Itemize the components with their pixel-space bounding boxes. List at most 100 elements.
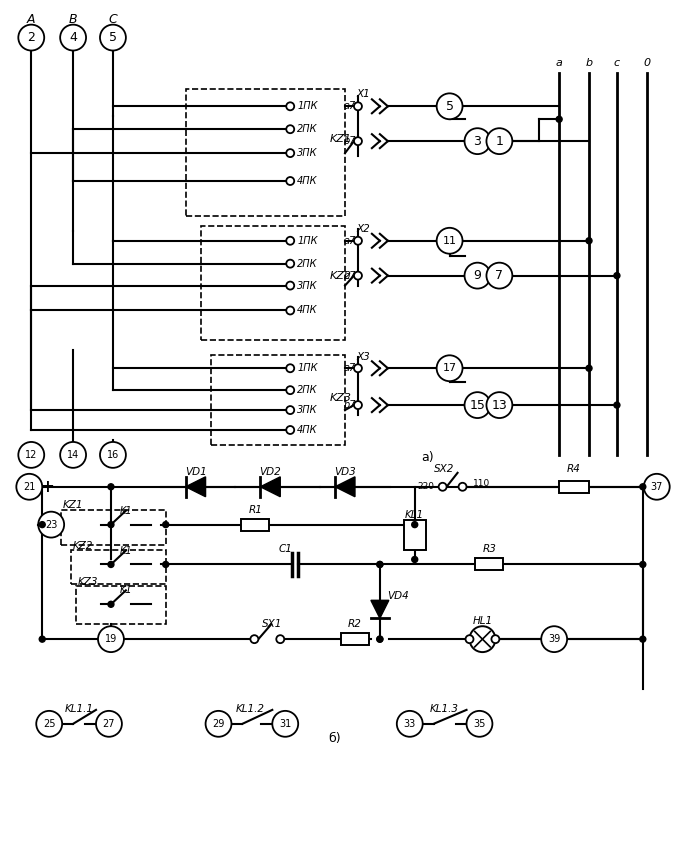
- Circle shape: [36, 711, 62, 737]
- Text: 33: 33: [404, 719, 416, 728]
- Text: X3: X3: [356, 352, 370, 362]
- Text: KL1.2: KL1.2: [236, 704, 265, 714]
- Circle shape: [18, 25, 44, 51]
- Circle shape: [18, 442, 44, 468]
- Text: 13: 13: [491, 399, 507, 411]
- Circle shape: [40, 637, 45, 643]
- Text: 4: 4: [69, 31, 77, 44]
- Text: a7: a7: [344, 235, 356, 246]
- Text: KZ3: KZ3: [330, 393, 352, 403]
- Text: 3ПК: 3ПК: [297, 281, 318, 290]
- Circle shape: [286, 237, 294, 245]
- Bar: [186, 89, 345, 216]
- Circle shape: [354, 364, 362, 372]
- Text: VD2: VD2: [260, 466, 281, 477]
- Text: 5: 5: [446, 100, 454, 113]
- Polygon shape: [371, 600, 389, 618]
- Text: 7: 7: [496, 269, 503, 282]
- Text: 15: 15: [470, 399, 485, 411]
- Text: 4ПК: 4ПК: [297, 176, 318, 186]
- Text: 3: 3: [473, 135, 482, 148]
- Circle shape: [412, 557, 418, 563]
- Circle shape: [556, 116, 562, 122]
- Circle shape: [98, 626, 124, 652]
- Circle shape: [354, 401, 362, 409]
- Bar: [210, 356, 345, 445]
- Text: 29: 29: [212, 719, 225, 728]
- Text: 25: 25: [43, 719, 56, 728]
- Text: б): б): [329, 732, 341, 746]
- Circle shape: [38, 512, 64, 538]
- Text: 9: 9: [473, 269, 482, 282]
- Text: B: B: [69, 13, 78, 26]
- Circle shape: [437, 94, 462, 119]
- Text: b7: b7: [344, 271, 356, 281]
- Circle shape: [486, 263, 512, 289]
- Text: KZ1: KZ1: [330, 134, 352, 144]
- Circle shape: [377, 637, 383, 643]
- Text: 17: 17: [443, 363, 457, 374]
- Text: C: C: [108, 13, 117, 26]
- Polygon shape: [335, 477, 355, 497]
- Circle shape: [354, 271, 362, 279]
- Circle shape: [437, 356, 462, 381]
- Circle shape: [614, 402, 620, 408]
- Circle shape: [96, 711, 122, 737]
- Circle shape: [286, 282, 294, 289]
- Text: 4ПК: 4ПК: [297, 306, 318, 315]
- Circle shape: [586, 238, 592, 244]
- Circle shape: [108, 521, 114, 527]
- Text: 3ПК: 3ПК: [297, 405, 318, 415]
- Text: 5: 5: [109, 31, 117, 44]
- Circle shape: [640, 484, 646, 490]
- Circle shape: [162, 521, 169, 527]
- Circle shape: [286, 364, 294, 372]
- Text: 2ПК: 2ПК: [297, 385, 318, 395]
- Text: 16: 16: [107, 450, 119, 460]
- Circle shape: [640, 637, 646, 643]
- Circle shape: [439, 483, 447, 490]
- Text: 2ПК: 2ПК: [297, 259, 318, 269]
- Circle shape: [354, 137, 362, 145]
- Circle shape: [251, 635, 258, 643]
- Bar: [61, 509, 166, 545]
- Circle shape: [640, 562, 646, 568]
- Circle shape: [354, 237, 362, 245]
- Circle shape: [100, 442, 126, 468]
- Bar: [242, 519, 269, 531]
- Text: VD3: VD3: [334, 466, 356, 477]
- Text: a7: a7: [344, 363, 356, 374]
- Circle shape: [486, 128, 512, 154]
- Text: 27: 27: [103, 719, 115, 728]
- Text: HL1: HL1: [473, 616, 493, 626]
- Circle shape: [486, 393, 512, 418]
- Text: a: a: [556, 58, 563, 69]
- Text: R1: R1: [248, 505, 262, 515]
- Circle shape: [286, 259, 294, 268]
- Circle shape: [286, 426, 294, 434]
- Circle shape: [108, 562, 114, 568]
- Text: K1: K1: [119, 585, 132, 595]
- Circle shape: [377, 562, 383, 568]
- Text: VD1: VD1: [185, 466, 207, 477]
- Text: R2: R2: [348, 619, 362, 629]
- Bar: [559, 481, 589, 493]
- Circle shape: [466, 635, 473, 643]
- Circle shape: [354, 102, 362, 110]
- Circle shape: [397, 711, 423, 737]
- Text: 2: 2: [27, 31, 35, 44]
- Polygon shape: [260, 477, 280, 497]
- Text: SX2: SX2: [434, 464, 455, 474]
- Circle shape: [205, 711, 232, 737]
- Text: KZ2: KZ2: [73, 540, 94, 551]
- Text: KZ2: KZ2: [330, 271, 352, 281]
- Circle shape: [377, 637, 383, 643]
- Text: 0: 0: [643, 58, 650, 69]
- Text: 1ПК: 1ПК: [297, 235, 318, 246]
- Text: C1: C1: [278, 544, 292, 553]
- Text: 220: 220: [418, 482, 434, 491]
- Text: 35: 35: [473, 719, 486, 728]
- Bar: [475, 558, 503, 570]
- Text: KZ1: KZ1: [63, 500, 84, 509]
- Text: 39: 39: [548, 634, 560, 644]
